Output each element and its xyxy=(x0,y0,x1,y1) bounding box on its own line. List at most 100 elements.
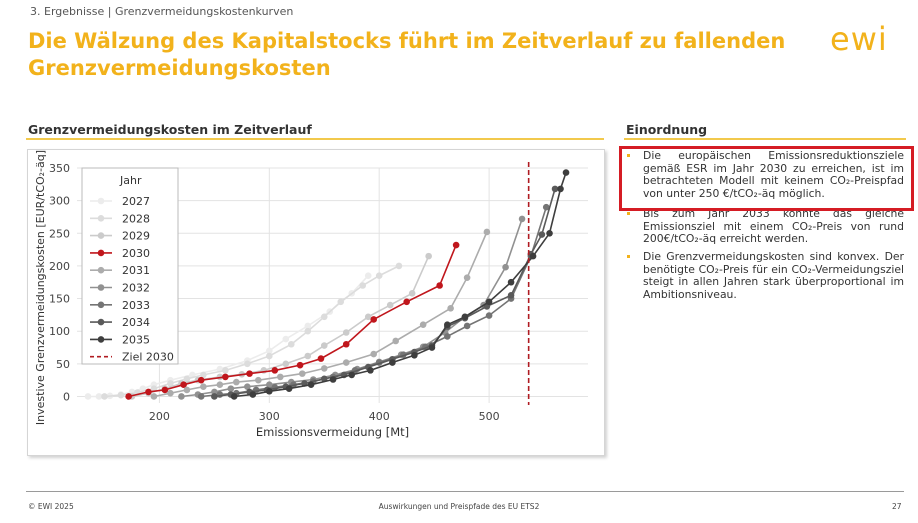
legend-label: 2032 xyxy=(122,282,150,295)
legend-label: 2030 xyxy=(122,247,150,260)
data-point xyxy=(282,360,290,368)
legend-swatch-marker xyxy=(97,301,105,309)
data-point xyxy=(485,298,493,306)
data-point xyxy=(518,215,526,223)
legend-label: 2029 xyxy=(122,230,150,243)
x-tick-label: 500 xyxy=(479,410,500,423)
logo-text: ewi xyxy=(830,22,888,56)
data-point xyxy=(483,228,491,236)
data-point xyxy=(296,361,304,369)
chart-frame: 0 50 100 150 200 250 300 350 200 300 400 500 Emissio… xyxy=(27,149,605,456)
chart-section-heading: Grenzvermeidungskosten im Zeitverlauf xyxy=(28,122,312,137)
data-point xyxy=(436,282,443,289)
data-point xyxy=(150,393,158,400)
legend-swatch-marker xyxy=(97,249,105,257)
series-2035 xyxy=(230,169,570,400)
x-tick-label: 300 xyxy=(259,410,280,423)
data-point xyxy=(197,376,205,384)
data-point xyxy=(557,185,564,193)
data-point xyxy=(452,241,460,249)
data-point xyxy=(216,381,224,389)
data-point xyxy=(386,301,394,309)
data-point xyxy=(244,360,251,368)
data-point xyxy=(298,370,306,377)
data-point xyxy=(342,329,350,336)
y-tick-label: 200 xyxy=(49,260,70,273)
data-point xyxy=(364,272,372,280)
data-point xyxy=(161,386,169,394)
x-axis-label: Emissionsvermeidung [Mt] xyxy=(256,425,409,439)
data-point xyxy=(84,393,92,400)
abatement-cost-chart: 0 50 100 150 200 250 300 350 200 300 400 500 Emissio… xyxy=(34,150,588,439)
data-point xyxy=(145,388,152,396)
context-bullet-list: Die europäischen Emissionsreduktionsziel… xyxy=(624,149,904,307)
data-point xyxy=(392,337,399,345)
legend-label: 2034 xyxy=(122,316,150,329)
data-point xyxy=(320,342,328,349)
data-point xyxy=(375,272,383,280)
data-point xyxy=(359,282,367,289)
chart-section-rule xyxy=(26,138,604,140)
data-point xyxy=(304,327,312,335)
legend-label: 2027 xyxy=(122,195,150,208)
bullet-marker xyxy=(627,154,630,157)
footer-rule xyxy=(26,491,904,492)
data-point xyxy=(411,352,418,359)
data-point xyxy=(282,335,290,343)
data-point xyxy=(551,185,559,193)
legend-swatch-marker xyxy=(97,318,105,326)
data-point xyxy=(277,373,284,381)
legend-swatch-marker xyxy=(97,215,105,222)
data-point xyxy=(167,389,174,397)
data-point xyxy=(485,312,493,319)
data-point xyxy=(444,321,451,328)
data-point xyxy=(507,291,515,299)
data-point xyxy=(529,252,537,260)
data-point xyxy=(408,290,416,297)
x-tick-label: 200 xyxy=(149,410,170,423)
data-point xyxy=(304,322,312,330)
data-point xyxy=(101,393,108,400)
footer-title: Auswirkungen und Preispfade des EU ETS2 xyxy=(378,502,540,511)
data-point xyxy=(266,352,273,360)
context-section-heading: Einordnung xyxy=(626,122,708,137)
data-point xyxy=(562,169,570,176)
data-point xyxy=(287,340,295,348)
legend-swatch-marker xyxy=(97,284,105,291)
data-point xyxy=(304,352,312,360)
y-tick-label: 350 xyxy=(49,162,70,175)
legend-label: 2031 xyxy=(122,264,150,277)
data-point xyxy=(200,371,207,379)
bullet-text: Die Grenzvermeidungskosten sind konvex. … xyxy=(643,249,904,302)
data-point xyxy=(364,313,372,321)
data-point xyxy=(255,376,262,384)
data-point xyxy=(178,393,185,400)
data-point xyxy=(244,383,251,390)
data-point xyxy=(222,367,229,374)
data-point xyxy=(233,378,240,386)
data-point xyxy=(342,340,350,348)
data-point xyxy=(95,393,103,400)
legend-swatch-marker xyxy=(97,266,105,274)
data-point xyxy=(403,298,410,306)
data-point xyxy=(167,380,174,387)
data-point xyxy=(246,370,253,377)
data-point xyxy=(222,373,229,381)
data-point xyxy=(342,359,350,366)
bullet-marker xyxy=(627,254,630,258)
data-point xyxy=(197,393,205,400)
data-point xyxy=(249,391,257,398)
data-point xyxy=(183,375,191,383)
breadcrumb: 3. Ergebnisse | Grenzvermeidungskostenku… xyxy=(30,5,294,18)
data-point xyxy=(370,350,378,358)
data-point xyxy=(546,229,553,237)
data-point xyxy=(317,355,325,362)
ewi-logo: ewi xyxy=(830,22,888,56)
bullet-item: Die europäischen Emissionsreduktionsziel… xyxy=(624,149,904,201)
data-point xyxy=(542,203,550,211)
legend-swatch-marker xyxy=(97,336,105,343)
y-axis-label: Investive Grenzvermeidungskosten [EUR/tC… xyxy=(34,150,47,425)
y-tick-label: 250 xyxy=(49,227,70,240)
legend-label: 2035 xyxy=(122,333,150,346)
y-tick-label: 100 xyxy=(49,325,70,338)
